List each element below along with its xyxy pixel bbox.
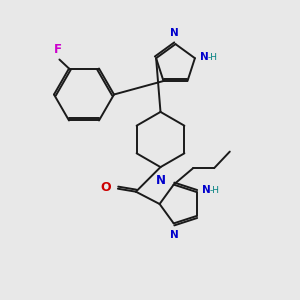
Text: N: N <box>170 230 179 240</box>
Text: N: N <box>200 52 209 62</box>
Text: N: N <box>169 28 178 38</box>
Text: F: F <box>54 43 61 56</box>
Text: N: N <box>155 174 166 187</box>
Text: O: O <box>101 181 111 194</box>
Text: N: N <box>202 184 211 195</box>
Text: -H: -H <box>209 186 219 195</box>
Text: -H: -H <box>208 53 218 62</box>
